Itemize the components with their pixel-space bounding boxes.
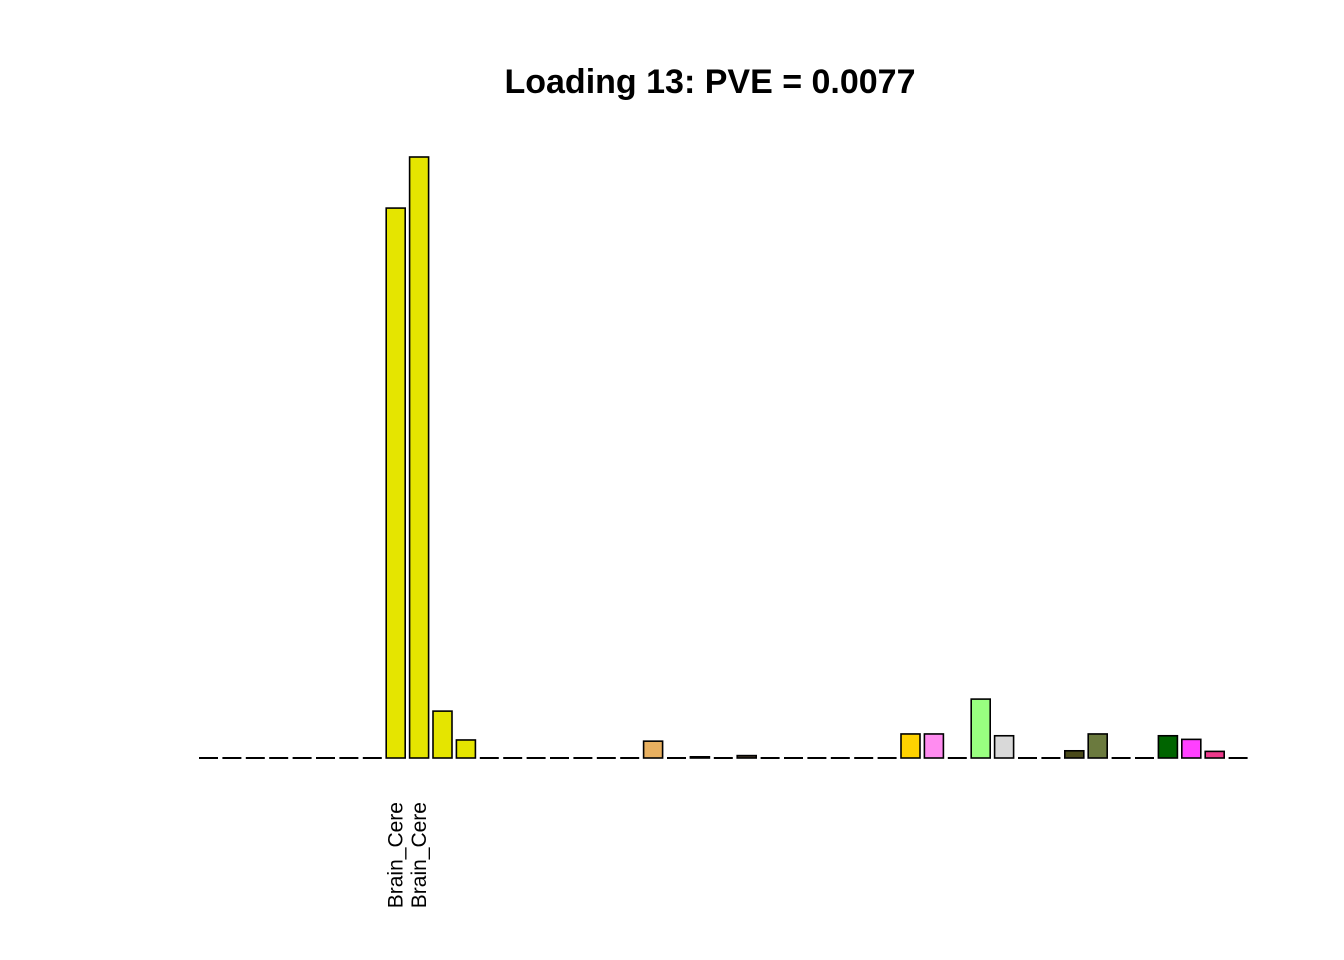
bar-42 <box>1157 734 1179 759</box>
bar-39 <box>1087 733 1108 759</box>
bar-9 <box>385 207 407 759</box>
bar-22 <box>689 755 711 759</box>
tick-labels-layer: Brain_Cere Brain_Cere <box>385 802 431 908</box>
x-tick-label: Brain_Cere <box>408 802 431 908</box>
bars-layer <box>199 156 1248 759</box>
bar-38 <box>1064 749 1085 759</box>
x-tick-label: Brain_Cere <box>385 802 408 908</box>
bar-32 <box>923 733 945 759</box>
bar-11 <box>432 710 453 759</box>
bar-31 <box>900 733 921 759</box>
bar-12 <box>455 739 477 759</box>
bar-20 <box>642 740 664 759</box>
bar-10 <box>408 156 430 759</box>
bar-35 <box>993 734 1015 759</box>
chart-title: Loading 13: PVE = 0.0077 <box>504 63 915 101</box>
bar-44 <box>1204 750 1225 759</box>
bar-34 <box>970 698 992 759</box>
bar-24 <box>736 754 758 759</box>
bar-43 <box>1181 738 1202 759</box>
